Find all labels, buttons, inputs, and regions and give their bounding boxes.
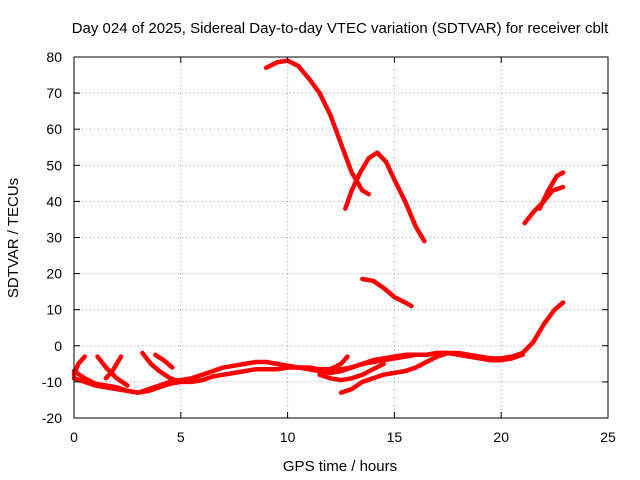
series-low-mid xyxy=(317,361,386,383)
series-arc-17 xyxy=(360,276,414,309)
series-spike-0 xyxy=(71,354,87,377)
x-tick-label: 15 xyxy=(387,429,403,445)
series-spike-3 xyxy=(140,350,184,385)
y-tick-label: -10 xyxy=(42,374,62,390)
x-tick-label: 0 xyxy=(70,429,78,445)
y-tick-label: 40 xyxy=(46,193,62,209)
y-tick-label: 20 xyxy=(46,266,62,282)
y-tick-label: 60 xyxy=(46,121,62,137)
x-tick-label: 20 xyxy=(493,429,509,445)
x-tick-label: 5 xyxy=(177,429,185,445)
y-tick-label: 80 xyxy=(46,49,62,65)
y-tick-label: 30 xyxy=(46,230,62,246)
x-axis-title: GPS time / hours xyxy=(283,458,397,475)
chart-title: Day 024 of 2025, Sidereal Day-to-day VTE… xyxy=(72,20,609,37)
series-group xyxy=(71,58,566,395)
y-tick-label: 50 xyxy=(46,157,62,173)
y-tick-label: -20 xyxy=(42,410,62,426)
series-low-dip xyxy=(338,350,451,395)
grid-lines xyxy=(74,57,608,418)
y-tick-label: 10 xyxy=(46,302,62,318)
series-arc-late-lower xyxy=(522,184,566,226)
x-tick-label: 25 xyxy=(600,429,616,445)
x-tick-label: 10 xyxy=(280,429,296,445)
y-axis-title: SDTVAR / TECUs xyxy=(5,178,22,298)
series-spike-4 xyxy=(152,352,175,370)
series-arc-peak-54 xyxy=(343,150,427,244)
y-tick-label: 0 xyxy=(54,338,62,354)
series-spike-2 xyxy=(103,354,124,381)
y-tick-label: 70 xyxy=(46,85,62,101)
axis-ticks xyxy=(73,56,609,419)
series-spike-5 xyxy=(328,354,350,372)
tick-labels: 0 5 10 15 20 25 -20 -10 0 10 20 30 40 50 60 70 80 xyxy=(42,49,616,445)
